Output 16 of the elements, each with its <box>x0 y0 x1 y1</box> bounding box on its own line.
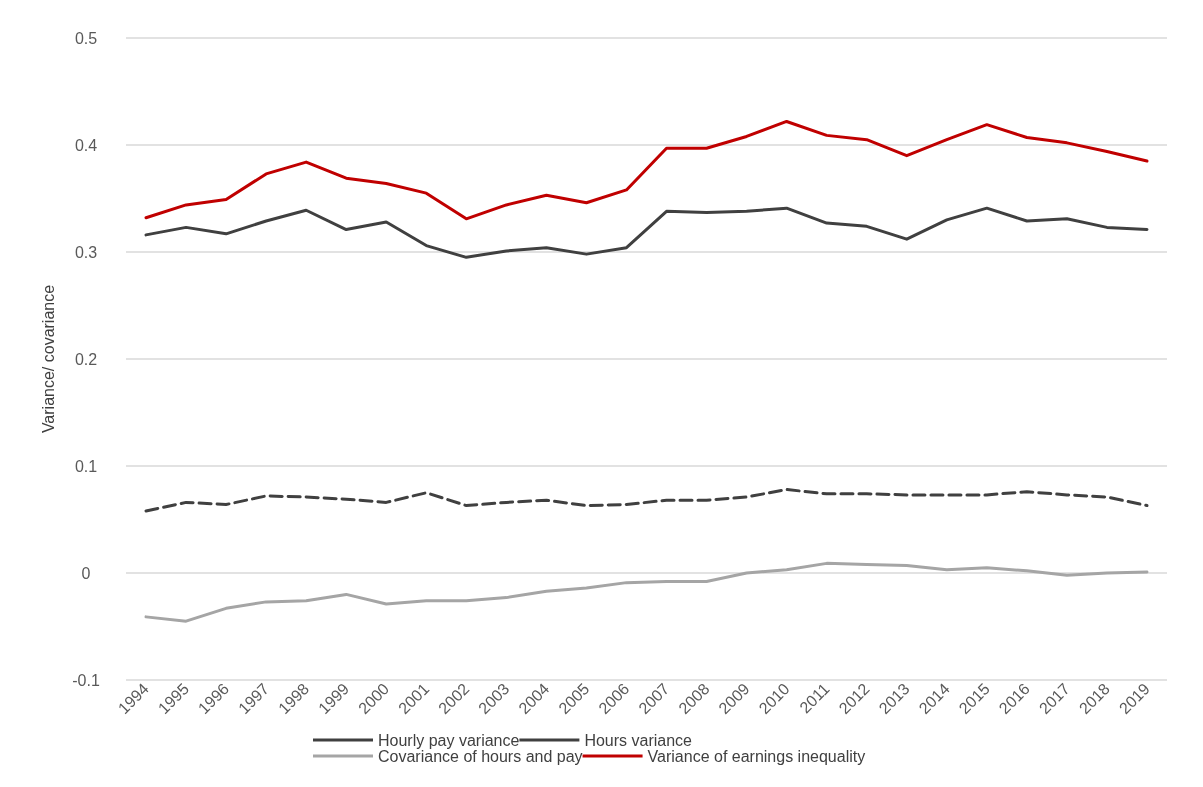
y-tick-label: 0.5 <box>74 29 98 47</box>
legend-label: Hours variance <box>584 731 693 749</box>
y-tick-label: -0.1 <box>72 671 100 689</box>
legend-label: Variance of earnings inequality <box>647 747 866 765</box>
y-tick-label: 0.4 <box>74 136 98 154</box>
line-series <box>144 561 1149 623</box>
line-series <box>144 206 1149 259</box>
y-tick-label: 0.2 <box>74 350 98 368</box>
y-axis-title: Variance/ covariance <box>39 284 57 434</box>
legend-label: Hourly pay variance <box>378 731 520 749</box>
y-tick-label: 0 <box>81 564 91 582</box>
line-series <box>144 119 1149 221</box>
y-tick-label: 0.1 <box>74 457 98 475</box>
line-series <box>144 488 1149 513</box>
y-tick-label: 0.3 <box>74 243 98 261</box>
legend-label: Covariance of hours and pay <box>378 747 583 765</box>
